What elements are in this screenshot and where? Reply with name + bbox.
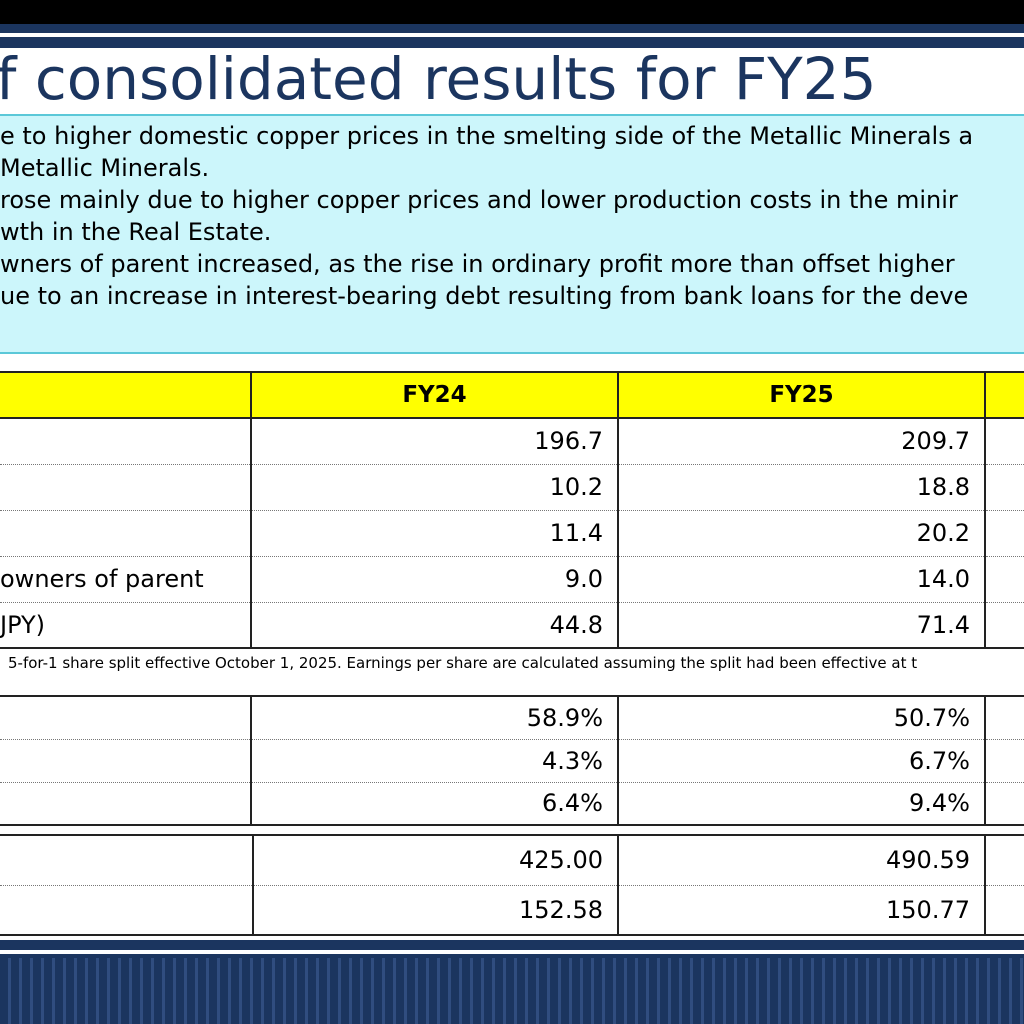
row-label bbox=[0, 510, 251, 557]
summary-line: e to higher domestic copper prices in th… bbox=[0, 122, 974, 150]
table-row: owners of parent 9.0 14.0 bbox=[0, 556, 1024, 603]
fy25-value: 71.4 bbox=[617, 602, 985, 648]
row-label bbox=[0, 464, 251, 511]
extra-cell bbox=[984, 510, 1024, 557]
header-band bbox=[0, 24, 1024, 48]
table-row: JPY) 44.8 71.4 bbox=[0, 602, 1024, 648]
row-label bbox=[0, 696, 251, 740]
row-label bbox=[0, 739, 251, 783]
fy24-value: 44.8 bbox=[250, 602, 618, 648]
extra-cell bbox=[984, 556, 1024, 603]
extra-cell bbox=[984, 696, 1024, 740]
table-header-row: FY24 FY25 bbox=[0, 372, 1024, 419]
header-cell-extra bbox=[984, 372, 1024, 419]
row-label bbox=[0, 782, 251, 825]
fy24-value: 4.3% bbox=[250, 739, 618, 783]
fy25-value: 490.59 bbox=[617, 835, 985, 886]
extra-cell bbox=[984, 739, 1024, 783]
slide-title-text: f consolidated results for FY25 bbox=[0, 45, 877, 113]
fy25-value: 18.8 bbox=[617, 464, 985, 511]
fy24-value: 58.9% bbox=[250, 696, 618, 740]
fy25-value: 209.7 bbox=[617, 418, 985, 465]
table-row: 58.9% 50.7% bbox=[0, 696, 1024, 740]
results-table: FY24 FY25 196.7 209.7 10.2 18.8 11.4 20.… bbox=[0, 371, 1024, 649]
extra-cell bbox=[984, 835, 1024, 886]
table-row: 6.4% 9.4% bbox=[0, 782, 1024, 825]
fy25-value: 6.7% bbox=[617, 739, 985, 783]
table-row: 10.2 18.8 bbox=[0, 464, 1024, 511]
extra-cell bbox=[984, 418, 1024, 465]
footer-pattern bbox=[0, 958, 1024, 1024]
extra-cell bbox=[984, 885, 1024, 935]
extra-cell bbox=[984, 464, 1024, 511]
row-label: JPY) bbox=[0, 610, 46, 639]
table-row: 152.58 150.77 bbox=[0, 885, 1024, 935]
fy24-value: 152.58 bbox=[252, 885, 618, 935]
fy24-value: 196.7 bbox=[250, 418, 618, 465]
extra-cell bbox=[984, 602, 1024, 648]
footer-band bbox=[0, 940, 1024, 1024]
summary-line: Metallic Minerals. bbox=[0, 154, 210, 182]
fy24-value: 10.2 bbox=[250, 464, 618, 511]
table-row: 11.4 20.2 bbox=[0, 510, 1024, 557]
header-cell-fy25: FY25 bbox=[617, 372, 985, 419]
summary-line: wth in the Real Estate. bbox=[0, 218, 272, 246]
top-black-bar bbox=[0, 0, 1024, 24]
fy24-value: 11.4 bbox=[250, 510, 618, 557]
summary-box: e to higher domestic copper prices in th… bbox=[0, 114, 1024, 354]
row-label bbox=[0, 885, 253, 935]
footnote-text: 5-for-1 share split effective October 1,… bbox=[8, 654, 918, 672]
table-row: 4.3% 6.7% bbox=[0, 739, 1024, 783]
header-cell-fy24: FY24 bbox=[250, 372, 618, 419]
fy24-value: 6.4% bbox=[250, 782, 618, 825]
slide-title: f consolidated results for FY25 bbox=[0, 44, 1024, 114]
fy25-value: 9.4% bbox=[617, 782, 985, 825]
summary-line: ue to an increase in interest-bearing de… bbox=[0, 282, 969, 310]
footnote: 5-for-1 share split effective October 1,… bbox=[0, 651, 1024, 675]
ratio-table: 58.9% 50.7% 4.3% 6.7% 6.4% 9.4% bbox=[0, 695, 1024, 826]
fy25-value: 150.77 bbox=[617, 885, 985, 935]
summary-line: wners of parent increased, as the rise i… bbox=[0, 250, 955, 278]
fy25-value: 14.0 bbox=[617, 556, 985, 603]
row-label bbox=[0, 835, 253, 886]
footer-stripe bbox=[0, 950, 1024, 954]
extra-cell bbox=[984, 782, 1024, 825]
fy24-value: 425.00 bbox=[252, 835, 618, 886]
table-row: 425.00 490.59 bbox=[0, 835, 1024, 886]
row-label: owners of parent bbox=[0, 556, 251, 603]
price-table: 425.00 490.59 152.58 150.77 bbox=[0, 834, 1024, 936]
summary-line: rose mainly due to higher copper prices … bbox=[0, 186, 958, 214]
header-cell-item bbox=[0, 372, 251, 419]
table-row: 196.7 209.7 bbox=[0, 418, 1024, 465]
header-stripe bbox=[0, 33, 1024, 37]
fy25-value: 20.2 bbox=[617, 510, 985, 557]
fy25-value: 50.7% bbox=[617, 696, 985, 740]
row-label bbox=[0, 418, 251, 465]
fy24-value: 9.0 bbox=[250, 556, 618, 603]
